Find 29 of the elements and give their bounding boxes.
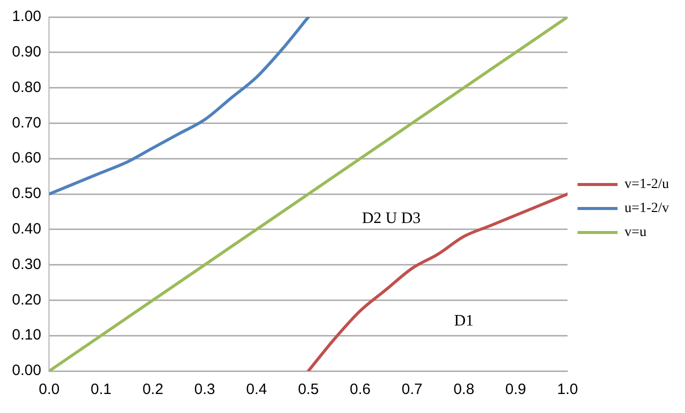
x-tick-label: 1.0 [557,381,578,398]
x-tick-label: 0.3 [194,381,216,398]
y-tick-label: 0.80 [12,78,42,96]
y-tick-label: 0.10 [12,326,42,344]
y-tick-label: 1.00 [12,8,42,26]
y-tick-label: 0.70 [12,114,42,132]
legend-label: v=u [624,225,646,240]
annotation: D2 U D3 [362,210,421,227]
x-tick-label: 0.0 [38,381,60,398]
x-tick-label: 0.6 [350,381,371,398]
x-tick-label: 0.8 [453,381,474,398]
x-tick-label: 0.7 [402,381,422,398]
x-tick-label: 0.5 [298,381,319,398]
x-tick-label: 0.9 [505,381,526,398]
legend-label: u=1-2/v [624,201,670,216]
y-tick-label: 0.90 [12,44,42,61]
y-tick-label: 0.30 [12,256,42,273]
line-series [306,192,568,371]
legend-label: v=1-2/u [624,177,670,192]
y-tick-label: 0.20 [12,291,42,308]
line-series [49,17,310,196]
annotation: D1 [454,312,474,330]
y-tick-label: 0.40 [12,220,42,238]
x-tick-label: 0.4 [246,381,267,398]
x-tick-label: 0.1 [90,381,112,398]
y-tick-label: 0.60 [12,150,42,167]
y-tick-label: 0.00 [12,362,42,380]
x-tick-label: 0.2 [142,381,164,398]
y-tick-label: 0.50 [12,185,42,202]
